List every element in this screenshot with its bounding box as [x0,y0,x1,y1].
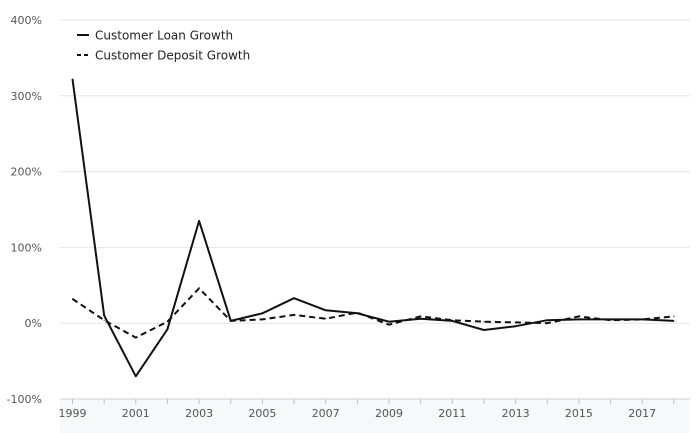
deposit-data-point [261,318,263,321]
x-tick-label: 1999 [59,407,87,420]
deposit-data-point [641,318,643,321]
legend: Customer Loan Growth Customer Deposit Gr… [77,29,250,63]
y-tick-label: 200% [11,166,42,179]
y-tick-label: 400% [11,14,42,27]
y-axis-tick-labels: 400% 300% 200% 100% 0% -100% [7,14,42,406]
deposit-data-point [420,315,422,317]
series-line-customer-loan-growth [71,78,674,378]
deposit-data-point [198,287,200,289]
loan-data-point [673,320,675,322]
y-tick-label: 300% [11,90,42,103]
x-tick-label: 2007 [312,407,340,420]
loan-data-point [103,315,105,317]
loan-data-point [578,318,580,321]
series-layer [71,78,675,378]
series-line-customer-deposit-growth [71,287,674,339]
deposit-data-point [135,337,137,339]
loan-data-point [388,321,390,323]
loan-data-point [166,328,169,330]
x-tick-label: 2003 [185,407,213,420]
y-tick-label: 0% [25,317,42,330]
loan-data-point [546,319,548,321]
x-tick-label: 2015 [565,407,593,420]
deposit-data-point [166,321,169,323]
legend-label-loan: Customer Loan Growth [95,29,233,43]
x-axis: 1999 2001 2003 2005 2007 2009 2011 2013 2015 2017 [59,398,690,433]
loan-data-point [293,297,295,299]
loan-data-point [135,375,137,377]
loan-data-point [483,329,485,331]
deposit-data-point [578,315,580,317]
y-tick-label: -100% [7,393,42,406]
deposit-data-point [515,321,517,324]
deposit-data-point [230,320,232,322]
deposit-data-point [293,314,295,316]
x-tick-label: 2001 [122,407,150,420]
deposit-data-point [356,311,358,314]
deposit-data-point [325,318,327,320]
loan-data-point [71,78,74,80]
deposit-data-point [71,298,74,300]
loan-data-point [420,318,422,320]
y-tick-label: 100% [11,241,42,254]
x-axis-band [60,399,690,433]
loan-data-point [325,309,327,311]
deposit-data-point [388,324,390,326]
x-tick-label: 2011 [438,407,466,420]
legend-label-deposit: Customer Deposit Growth [95,49,250,63]
deposit-data-point [609,319,612,321]
x-tick-label: 2005 [248,407,276,420]
x-tick-label: 2013 [502,407,530,420]
deposit-data-point [451,319,453,321]
x-tick-label: 2017 [628,407,656,420]
loan-data-point [198,220,200,222]
loan-data-point [515,325,517,327]
loan-data-point [261,312,263,314]
deposit-data-point [483,321,485,323]
deposit-data-point [673,315,675,317]
deposit-data-point [103,319,105,321]
deposit-data-point [546,322,548,324]
x-tick-label: 2009 [375,407,403,420]
